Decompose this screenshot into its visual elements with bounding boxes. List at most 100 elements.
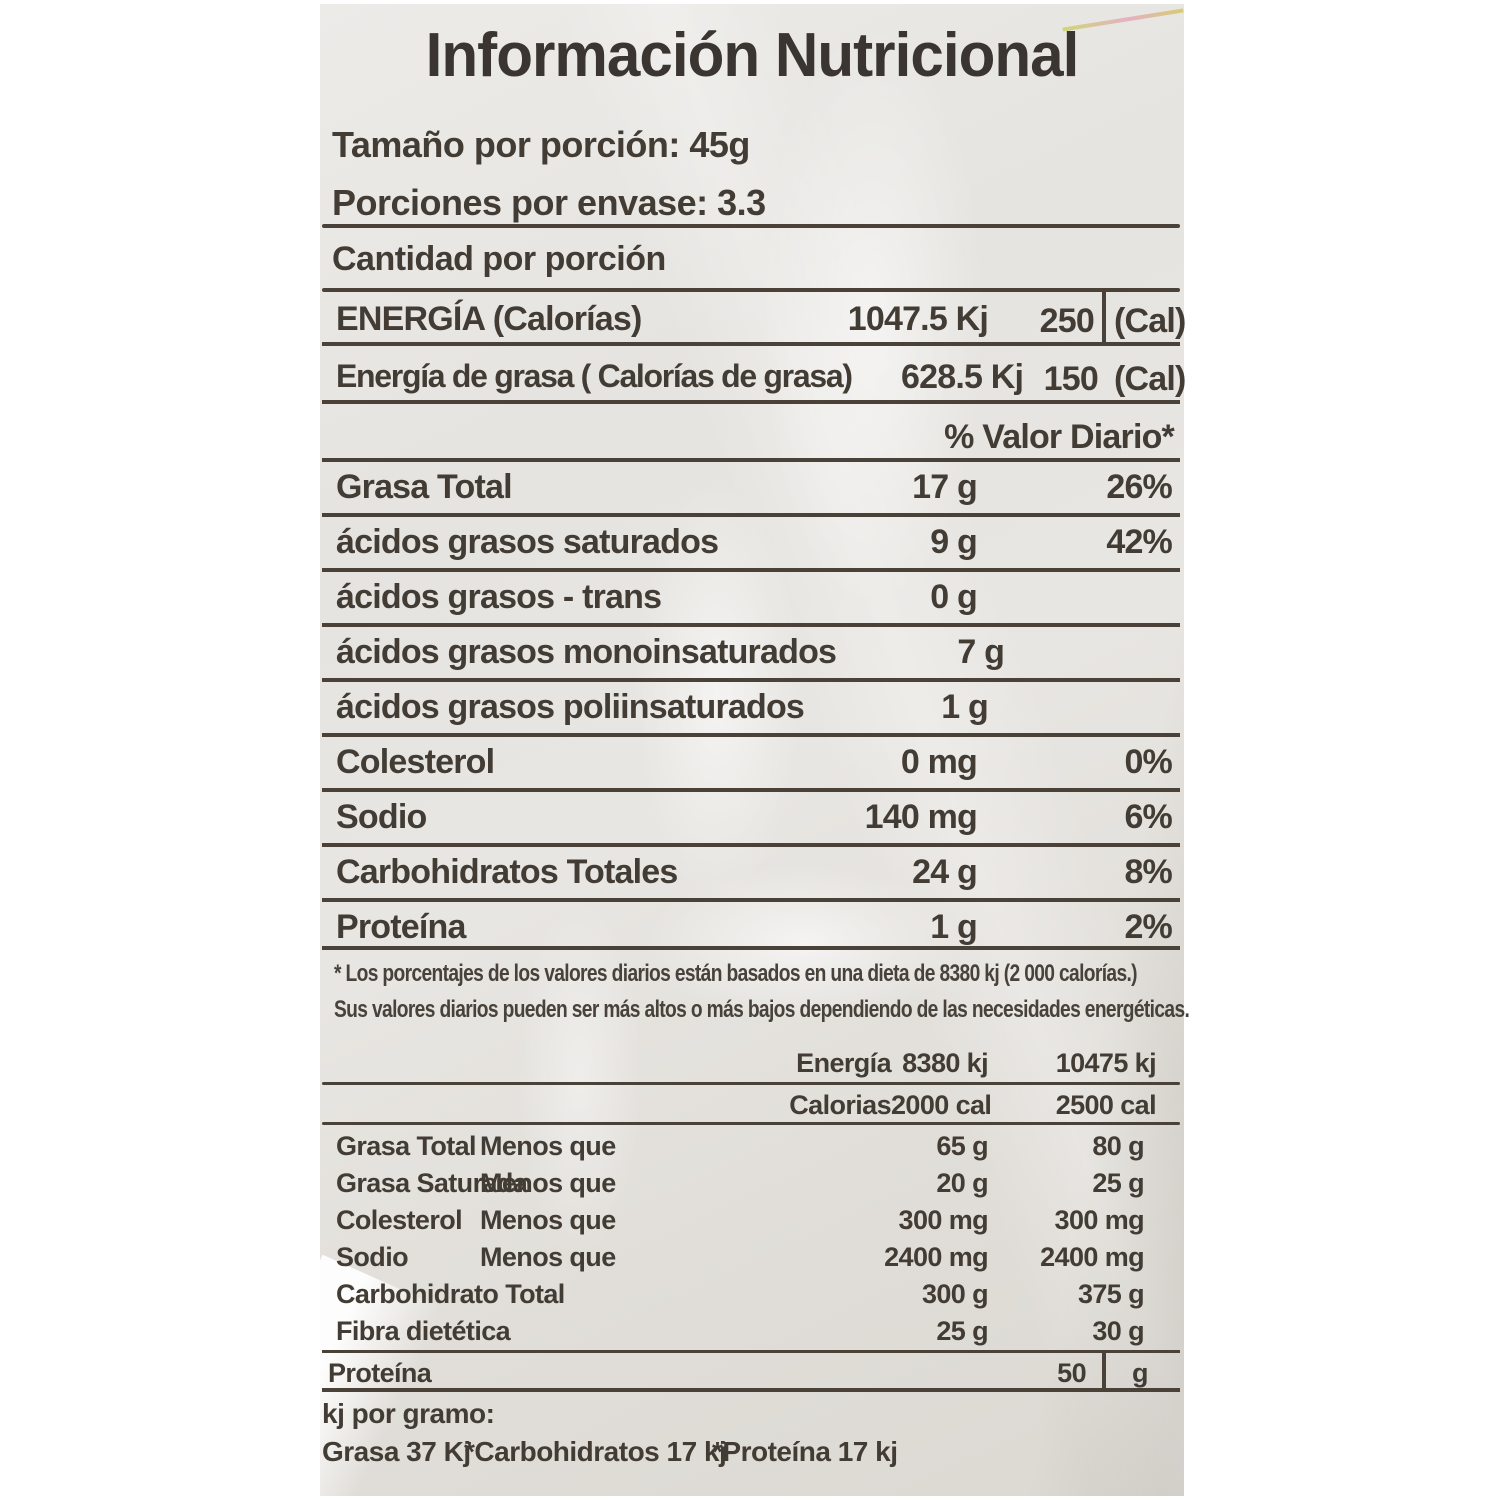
nutrient-label: ácidos grasos - trans [336, 578, 662, 616]
fat-energy-cal-value: 150 [1043, 360, 1099, 398]
nutrient-amount: 7 g [957, 633, 1005, 671]
daily-value-header: % Valor Diario* [944, 418, 1175, 456]
nutrient-label: ácidos grasos poliinsaturados [336, 688, 805, 726]
nutrient-daily-value [988, 682, 1180, 733]
nutrient-amount: 0 mg [900, 743, 978, 781]
reference-value-2500: 30 g [1092, 1316, 1144, 1346]
reference-value-2500: 80 g [1092, 1131, 1144, 1161]
reference-row: Grasa Total Menos que 65 g 80 g [322, 1131, 1180, 1162]
reference-label: Grasa Total [336, 1131, 477, 1161]
reference-calories-label: Calorias [789, 1090, 891, 1120]
table-row-fat-energy: Energía de grasa ( Calorías de grasa) 62… [322, 350, 1187, 404]
nutrient-label: Grasa Total [336, 468, 513, 506]
nutrient-amount: 24 g [912, 853, 978, 891]
reference-label: Sodio [336, 1242, 409, 1272]
nutrient-daily-value [1004, 627, 1180, 678]
nutrient-daily-value: 2% [1124, 908, 1172, 946]
protein-unit: g [1102, 1353, 1180, 1388]
protein-value: 50 [1057, 1358, 1086, 1388]
reference-qualifier: Menos que [480, 1242, 616, 1272]
reference-value-2000: 25 g [936, 1316, 988, 1346]
nutrient-amount: 1 g [941, 688, 989, 726]
reference-value-2000: 20 g [936, 1168, 988, 1198]
nutrient-amount: 1 g [930, 908, 978, 946]
reference-energy-label: Energía [796, 1048, 891, 1078]
table-row: Proteína 1 g 2% [322, 902, 1180, 950]
reference-value-2500: 375 g [1077, 1279, 1145, 1309]
reference-energy-2500: 10475 kj [1055, 1048, 1157, 1078]
reference-row: Grasa Saturada Menos que 20 g 25 g [322, 1168, 1180, 1199]
fat-energy-kj-value: 628.5 Kj [901, 358, 1024, 396]
divider [322, 1122, 1180, 1125]
footnote-line-1: * Los porcentajes de los valores diarios… [334, 960, 1138, 987]
reference-qualifier [480, 1316, 648, 1347]
divider [322, 288, 1180, 292]
reference-value-2000: 65 g [936, 1131, 988, 1161]
reference-qualifier [480, 1279, 648, 1310]
reference-row: Carbohidrato Total 300 g 375 g [322, 1279, 1180, 1310]
reference-value-2000: 300 g [921, 1279, 989, 1309]
divider [322, 1082, 1180, 1085]
reference-label: Colesterol [336, 1205, 463, 1235]
nutrient-label: Proteína [336, 908, 466, 946]
energy-cal-unit: (Cal) [1114, 302, 1186, 340]
nutrient-daily-value: 8% [1124, 853, 1172, 891]
kj-per-gram-header: kj por gramo: [322, 1398, 495, 1429]
energy-kj-value: 1047.5 Kj [847, 300, 989, 338]
table-row: Sodio 140 mg 6% [322, 792, 1180, 847]
table-row: Carbohidratos Totales 24 g 8% [322, 847, 1180, 902]
nutrient-label: Sodio [336, 798, 427, 836]
footnote-line-2: Sus valores diarios pueden ser más altos… [334, 996, 1190, 1023]
fat-energy-cal-unit: (Cal) [1114, 360, 1186, 398]
reference-energy-header: Energía 8380 kj 10475 kj [322, 1048, 1180, 1079]
table-row: ácidos grasos saturados 9 g 42% [322, 517, 1180, 572]
table-row-energy: ENERGÍA (Calorías) 1047.5 Kj 250 (Cal) [322, 292, 1186, 346]
nutrient-label: Colesterol [336, 743, 495, 781]
kj-per-gram-carbs: *Carbohidratos 17 kj [464, 1436, 727, 1467]
nutrient-amount: 0 g [930, 578, 978, 616]
table-row: Grasa Total 17 g 26% [322, 462, 1180, 517]
reference-value-2500: 300 mg [1054, 1205, 1145, 1235]
reference-value-2500: 25 g [1092, 1168, 1144, 1198]
serving-size: Tamaño por porción: 45g [332, 124, 750, 165]
table-row: ácidos grasos - trans 0 g [322, 572, 1180, 627]
reference-qualifier: Menos que [480, 1205, 616, 1235]
nutrient-label: ácidos grasos monoinsaturados [336, 633, 837, 671]
label-title: Información Nutricional [425, 21, 1080, 90]
kj-per-gram-protein: *Proteína 17 kj [712, 1436, 898, 1467]
energy-label: ENERGÍA (Calorías) [336, 300, 642, 338]
nutrient-daily-value: 42% [1106, 523, 1172, 561]
servings-per-container: Porciones por envase: 3.3 [332, 182, 766, 223]
reference-calories-header: Calorias 2000 cal 2500 cal [322, 1090, 1180, 1121]
reference-label: Grasa Saturada [336, 1168, 528, 1198]
protein-reference-row: Proteína 50 g [322, 1350, 1180, 1392]
nutrient-label: Carbohidratos Totales [336, 853, 678, 891]
daily-value-header-row: % Valor Diario* [322, 408, 1180, 462]
reference-calories-2000: 2000 cal [891, 1090, 992, 1120]
reference-row: Sodio Menos que 2400 mg 2400 mg [322, 1242, 1180, 1273]
reference-value-2000: 300 mg [898, 1205, 989, 1235]
nutrient-label: ácidos grasos saturados [336, 523, 719, 561]
fat-energy-label: Energía de grasa ( Calorías de grasa) [336, 358, 853, 394]
reference-qualifier: Menos que [480, 1168, 616, 1198]
nutrient-amount: 17 g [912, 468, 978, 506]
protein-label: Proteína [328, 1358, 432, 1388]
fat-energy-cal-cell: 150 (Cal) [1023, 350, 1187, 400]
reference-value-2500: 2400 mg [1040, 1242, 1144, 1272]
energy-cal-value: 250 [988, 292, 1106, 342]
nutrient-daily-value: 6% [1124, 798, 1172, 836]
table-row: ácidos grasos monoinsaturados 7 g [322, 627, 1180, 682]
nutrient-amount: 9 g [930, 523, 978, 561]
nutrient-amount: 140 mg [864, 798, 978, 836]
nutrient-daily-value: 26% [1106, 468, 1172, 506]
nutrient-daily-value: 0% [1124, 743, 1172, 781]
reference-energy-2000: 8380 kj [902, 1048, 988, 1078]
reference-row: Colesterol Menos que 300 mg 300 mg [322, 1205, 1180, 1236]
amount-per-serving-header: Cantidad por porción [332, 240, 666, 278]
reference-value-2000: 2400 mg [884, 1242, 988, 1272]
kj-per-gram-fat: Grasa 37 Kj [322, 1436, 471, 1467]
divider [322, 224, 1180, 228]
reference-qualifier: Menos que [480, 1131, 616, 1161]
reference-row: Fibra dietética 25 g 30 g [322, 1316, 1180, 1347]
